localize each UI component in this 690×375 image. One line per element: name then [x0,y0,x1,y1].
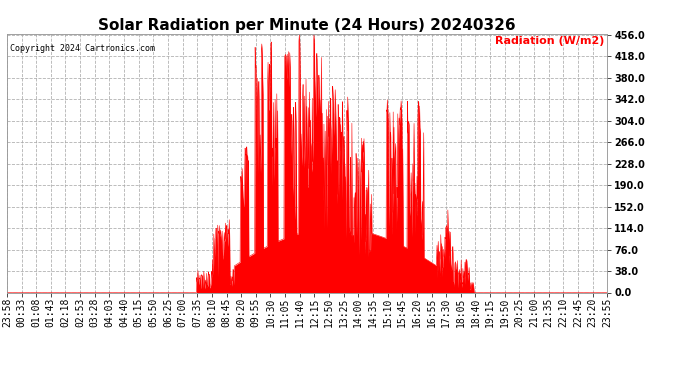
Title: Solar Radiation per Minute (24 Hours) 20240326: Solar Radiation per Minute (24 Hours) 20… [98,18,516,33]
Text: Copyright 2024 Cartronics.com: Copyright 2024 Cartronics.com [10,44,155,53]
Text: Radiation (W/m2): Radiation (W/m2) [495,36,604,46]
